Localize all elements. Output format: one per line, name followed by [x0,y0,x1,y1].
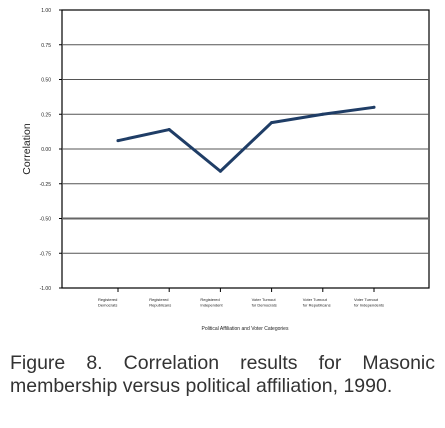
data-point [372,105,376,109]
data-point [167,128,171,132]
data-point [270,121,274,125]
data-point [321,112,325,116]
x-tick-label: Democrats [98,303,117,308]
x-tick-label: Registered [98,297,117,302]
gridlines [59,9,429,289]
y-tick-label: -0.25 [40,182,52,188]
data-point [218,169,222,173]
y-tick-label: 0.00 [41,147,51,153]
x-tick-label: Registered [149,297,168,302]
y-tick-label: -0.75 [40,251,52,257]
x-tick-label: for Independents [354,303,384,308]
x-tick-label: Independent [200,303,223,308]
figure-caption-text: Correlation results for Masonic membersh… [10,352,435,397]
x-tick-label: Voter Turnout [354,297,379,302]
y-tick-label: -1.00 [40,286,52,292]
x-tick-label: Voter Turnout [303,297,328,302]
y-axis-title: Correlation [21,123,33,175]
y-tick-label: 0.25 [41,112,51,118]
x-tick-label: for Republicans [303,303,331,308]
x-axis-title: Political Affiliation and Voter Categori… [202,326,289,332]
y-axis-tick-labels: 1.00 0.75 0.50 0.25 0.00 -0.25 -0.50 -0.75 -1.00 [40,8,52,292]
x-tick-label: for Democrats [252,303,277,308]
y-tick-label: -0.50 [40,217,52,223]
y-tick-label: 0.50 [41,78,51,84]
figure-caption-label: Figure 8. [10,352,103,374]
correlation-line-chart: 1.00 0.75 0.50 0.25 0.00 -0.25 -0.50 -0.75 -1.00… [21,8,430,332]
figure-caption: Figure 8. Correlation results for Masoni… [10,352,435,398]
y-tick-label: 0.75 [41,43,51,49]
series-polyline [116,105,376,173]
x-axis-tick-labels: RegisteredDemocratsRegisteredRepublicans… [98,288,384,308]
data-point [116,139,120,143]
series-line [116,105,376,173]
x-tick-label: Registered [200,297,219,302]
y-tick-label: 1.00 [41,8,51,14]
x-tick-label: Republicans [149,303,171,308]
x-tick-label: Voter Turnout [252,297,277,302]
